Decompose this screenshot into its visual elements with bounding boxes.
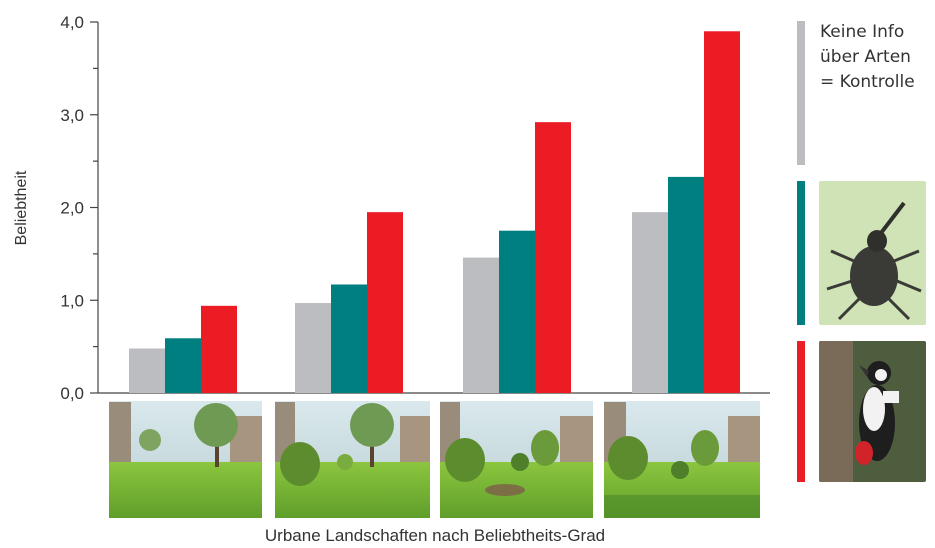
bar-series3-group2: [367, 212, 403, 393]
y-tick-label: 3,0: [60, 106, 84, 125]
legend-control-line-2: über Arten: [820, 47, 911, 67]
woodpecker-icon: [819, 341, 926, 482]
y-tick-label: 4,0: [60, 13, 84, 32]
bar-series1-group4: [632, 212, 668, 393]
bar-series2-group2: [331, 284, 367, 393]
legend-swatch-control: [797, 21, 805, 165]
bar-series3-group3: [535, 122, 571, 394]
legend-control-line-3: = Kontrolle: [820, 72, 915, 92]
legend-swatch-birds: [797, 341, 805, 482]
legend-control-text: Keine Info über Arten = Kontrolle: [820, 20, 915, 95]
x-axis-label: Urbane Landschaften nach Beliebtheits-Gr…: [265, 526, 605, 545]
landscape-image-3: [440, 401, 593, 518]
y-tick-label: 1,0: [60, 291, 84, 310]
bar-series1-group3: [463, 257, 499, 393]
landscape-image-1: [109, 401, 262, 518]
bar-series2-group3: [499, 230, 535, 393]
landscape-image-2: [275, 401, 430, 518]
y-tick-label: 0,0: [60, 384, 84, 403]
bar-series3-group1: [201, 305, 237, 393]
bar-series1-group1: [129, 348, 165, 393]
bar-series1-group2: [295, 303, 331, 393]
bar-series2-group1: [165, 338, 201, 393]
bar-series3-group4: [704, 31, 740, 394]
y-axis-label: Beliebtheit: [13, 170, 30, 245]
y-tick-label: 2,0: [60, 199, 84, 218]
landscape-image-4: [604, 401, 760, 518]
bar-series2-group4: [668, 176, 704, 393]
weevil-icon: [819, 181, 926, 325]
legend-swatch-insects: [797, 181, 805, 325]
legend-control-line-1: Keine Info: [820, 22, 905, 42]
